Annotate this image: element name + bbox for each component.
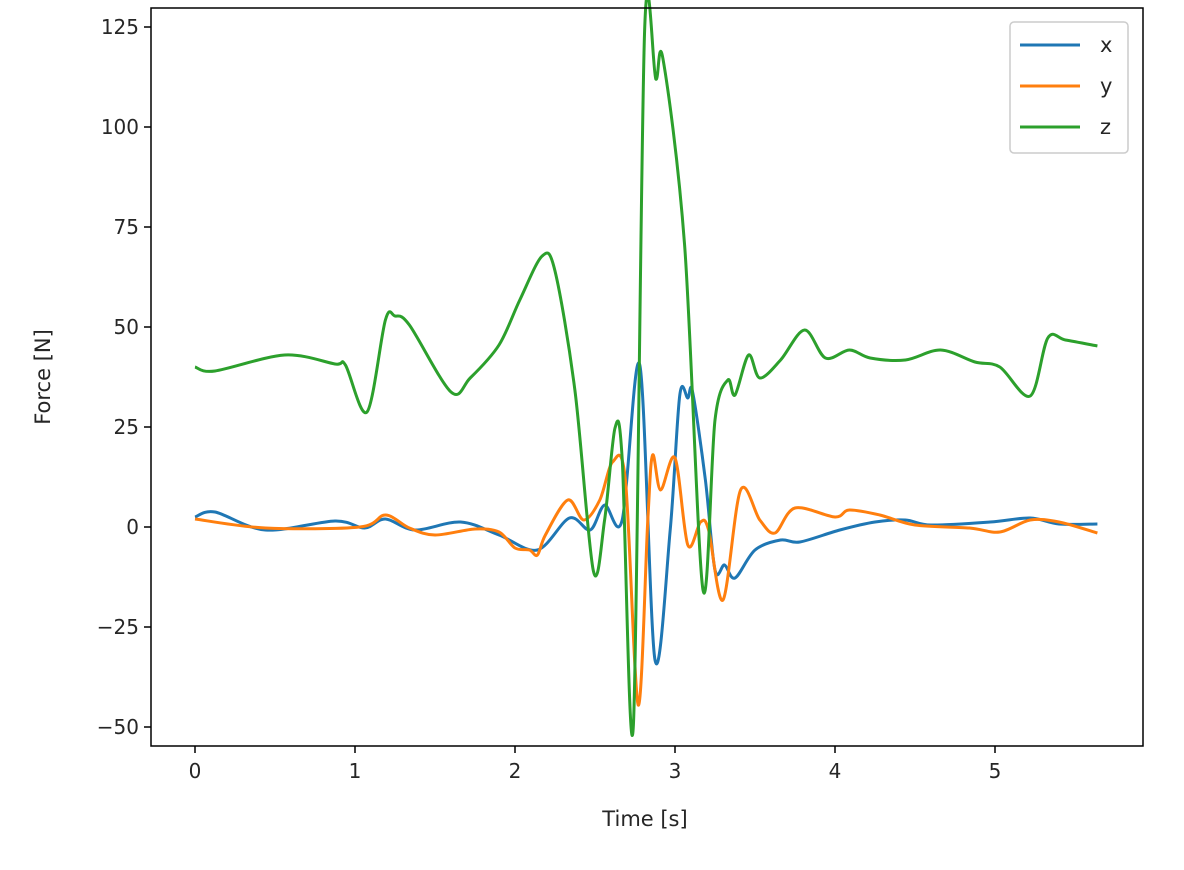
x-tick-label: 1 (349, 759, 362, 783)
series-line-y (194, 453, 1098, 707)
y-tick-label: 0 (126, 515, 139, 539)
legend-label-y: y (1100, 74, 1112, 98)
plot-frame (150, 7, 1144, 747)
series-lines (194, 0, 1098, 737)
y-axis-label: Force [N] (31, 329, 55, 425)
y-tick-label: 125 (101, 15, 139, 39)
y-tick-label: 50 (114, 315, 139, 339)
y-tick-label: 25 (114, 415, 139, 439)
y-tick-label: 75 (114, 215, 139, 239)
x-axis-label: Time [s] (601, 807, 687, 831)
legend-label-x: x (1100, 33, 1112, 57)
y-axis: −50 −25 0 25 50 75 100 125 (97, 15, 151, 739)
x-tick-label: 3 (669, 759, 682, 783)
legend-label-z: z (1100, 115, 1111, 139)
y-tick-label: 100 (101, 115, 139, 139)
series-line-z (194, 0, 1098, 737)
x-tick-label: 2 (509, 759, 522, 783)
x-axis: 0 1 2 3 4 5 (189, 746, 1002, 783)
x-tick-label: 4 (829, 759, 842, 783)
y-tick-label: −25 (97, 615, 139, 639)
legend: xyz (1009, 21, 1129, 154)
y-tick-label: −50 (97, 715, 139, 739)
x-tick-label: 0 (189, 759, 202, 783)
series-line-x (194, 361, 1098, 666)
x-tick-label: 5 (989, 759, 1002, 783)
